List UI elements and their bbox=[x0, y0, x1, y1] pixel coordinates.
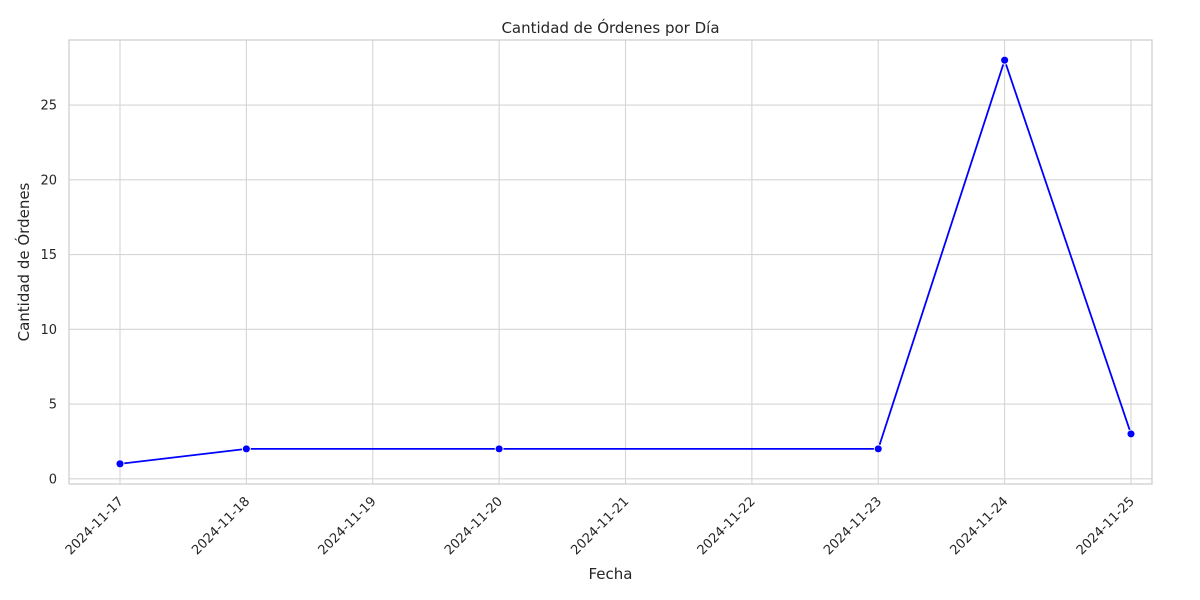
y-tick-label: 10 bbox=[40, 323, 57, 338]
data-point bbox=[494, 444, 504, 454]
series-group bbox=[115, 55, 1136, 469]
data-point bbox=[115, 459, 125, 469]
x-tick-label: 2024-11-17 bbox=[63, 494, 127, 558]
x-tick-label: 2024-11-19 bbox=[316, 494, 380, 558]
data-point bbox=[1126, 429, 1136, 439]
x-tick-label: 2024-11-21 bbox=[568, 494, 632, 558]
y-tick-label: 20 bbox=[40, 173, 57, 188]
series-line bbox=[119, 57, 1132, 465]
x-tick-labels: 2024-11-17 2024-11-18 2024-11-19 2024-11-20… bbox=[63, 494, 1138, 558]
x-tick-label: 2024-11-22 bbox=[695, 494, 759, 558]
data-point bbox=[1000, 55, 1010, 65]
data-point bbox=[873, 444, 883, 454]
x-axis-label: Fecha bbox=[589, 565, 633, 583]
y-tick-label: 15 bbox=[40, 248, 57, 263]
chart-title: Cantidad de Órdenes por Día bbox=[501, 18, 719, 37]
y-tick-label: 5 bbox=[49, 398, 57, 413]
y-tick-labels: 0 5 10 15 20 25 bbox=[40, 99, 57, 488]
x-tick-label: 2024-11-25 bbox=[1074, 494, 1138, 558]
y-axis-label: Cantidad de Órdenes bbox=[14, 182, 33, 341]
x-tick-label: 2024-11-24 bbox=[947, 494, 1011, 558]
data-point bbox=[241, 444, 251, 454]
y-tick-label: 0 bbox=[49, 472, 57, 487]
grid-lines bbox=[69, 40, 1152, 484]
plot-area-frame bbox=[68, 39, 1153, 485]
y-tick-label: 25 bbox=[40, 99, 57, 114]
x-tick-label: 2024-11-20 bbox=[442, 494, 506, 558]
x-tick-label: 2024-11-18 bbox=[189, 494, 253, 558]
x-tick-label: 2024-11-23 bbox=[821, 494, 885, 558]
